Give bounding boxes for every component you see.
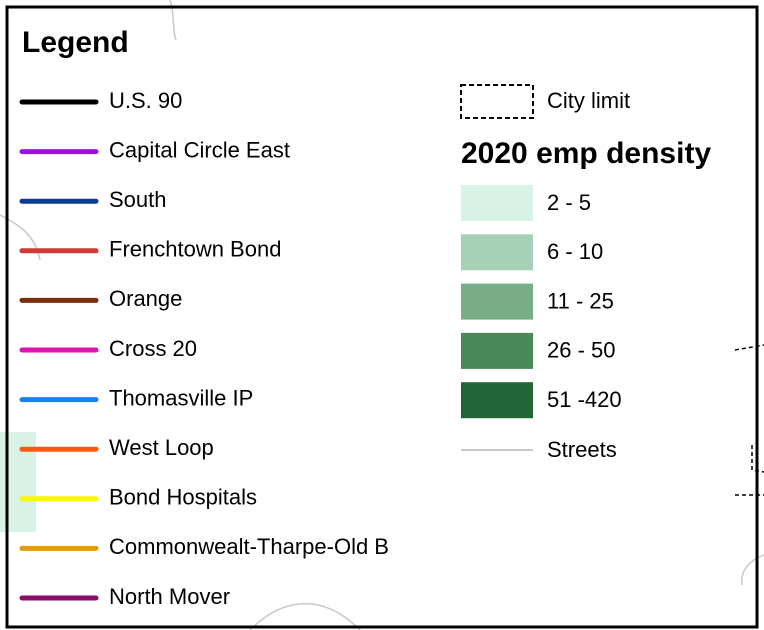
route-label: U.S. 90 (109, 88, 182, 113)
city-limit-fragment (734, 344, 764, 496)
density-label: 6 - 10 (547, 239, 603, 264)
route-label: South (109, 187, 167, 212)
street (249, 603, 361, 630)
route-label: Cross 20 (109, 336, 197, 361)
city-limit-label: City limit (547, 88, 630, 113)
density-title: 2020 emp density (461, 137, 711, 170)
density-swatch (461, 234, 533, 271)
density-label: 2 - 5 (547, 190, 591, 215)
density-label: 26 - 50 (547, 338, 616, 363)
route-label: Bond Hospitals (109, 485, 257, 510)
street (0, 214, 41, 261)
route-label: West Loop (109, 435, 214, 460)
legend-title: Legend (22, 26, 129, 59)
route-label: Orange (109, 286, 182, 311)
route-label: Capital Circle East (109, 137, 290, 162)
street (169, 0, 177, 41)
city-limit-symbol (460, 84, 534, 119)
route-label: Commonwealt-Tharpe-Old B (109, 534, 389, 559)
route-label: North Mover (109, 584, 230, 609)
streets-label: Streets (547, 437, 617, 462)
density-swatch (461, 332, 533, 369)
density-swatch (461, 283, 533, 320)
density-label: 11 - 25 (547, 288, 614, 313)
legend-frame (5, 5, 759, 629)
route-label: Thomasville IP (109, 385, 253, 410)
density-swatch (461, 382, 533, 419)
density-swatch (461, 185, 533, 221)
street (741, 554, 764, 586)
route-label: Frenchtown Bond (109, 237, 281, 262)
density-label: 51 -420 (547, 387, 622, 412)
